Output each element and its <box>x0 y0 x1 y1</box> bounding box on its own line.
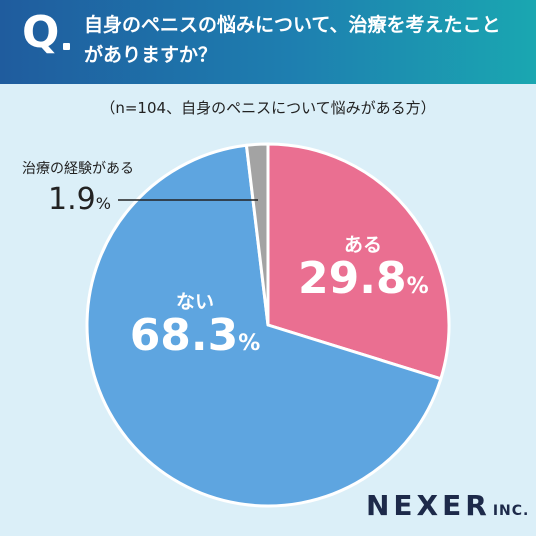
logo-suffix: INC. <box>492 503 530 519</box>
slice-value-experience: 1.9 <box>48 182 96 217</box>
slice-unit-nai: % <box>238 331 261 356</box>
slice-label-aru: ある 29.8% <box>298 230 429 304</box>
q-dot <box>63 43 70 50</box>
question-line-2: がありますか？ <box>84 44 218 66</box>
slice-name-nai: ない <box>175 291 214 313</box>
slice-label-nai: ない 68.3% <box>120 287 270 358</box>
slice-experience <box>244 142 270 327</box>
slice-name-aru: ある <box>343 234 382 256</box>
q-label: Q <box>22 7 60 58</box>
slice-value-nai: 68.3 <box>129 310 239 361</box>
slice-unit-aru: % <box>406 274 429 299</box>
slice-label-experience: 1.9% <box>48 182 111 217</box>
question-line-1: 自身のペニスの悩みについて、治療を考えたこと <box>84 14 501 36</box>
slice-unit-experience: % <box>95 194 111 213</box>
slice-name-experience: 治療の経験がある <box>22 161 134 177</box>
slice-nai <box>85 143 443 508</box>
logo-name: NEXER <box>366 489 491 522</box>
sample-note: （n=104、自身のペニスについて悩みがある方） <box>100 99 436 117</box>
slice-value-aru: 29.8 <box>298 253 407 304</box>
slice-aru <box>266 142 451 381</box>
question-header: Q 自身のペニスの悩みについて、治療を考えたこと がありますか？ <box>0 0 536 84</box>
question-text: 自身のペニスの悩みについて、治療を考えたこと がありますか？ <box>84 10 524 70</box>
nexer-logo: NEXER INC. <box>366 489 529 522</box>
